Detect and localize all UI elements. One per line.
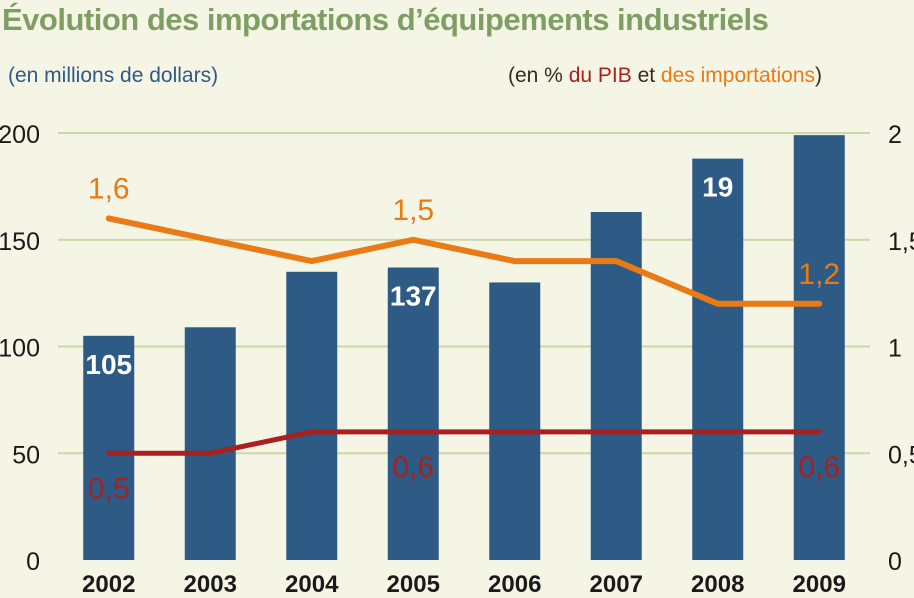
x-tick-label: 2004 — [285, 571, 339, 598]
x-tick-label: 2009 — [793, 571, 846, 598]
bar — [184, 327, 236, 560]
x-tick-label: 2005 — [387, 571, 440, 598]
series-value-label: 1,5 — [392, 194, 434, 227]
series-value-label: 1,2 — [798, 258, 840, 291]
bar-value-label: 19 — [702, 172, 733, 203]
right-unit-suffix: ) — [815, 64, 822, 87]
right-tick-label: 2 — [888, 121, 902, 149]
bar — [692, 158, 744, 560]
series-value-label: 1,6 — [88, 172, 130, 205]
bar — [286, 271, 338, 560]
right-tick-label: 0,5 — [888, 441, 914, 469]
left-tick-label: 150 — [0, 228, 40, 256]
x-tick-label: 2002 — [82, 571, 135, 598]
left-tick-label: 0 — [26, 548, 40, 576]
right-unit-middle: et — [631, 64, 661, 87]
bar — [83, 335, 135, 560]
left-tick-label: 50 — [12, 441, 40, 469]
right-unit-prefix: (en % — [507, 64, 569, 87]
left-tick-label: 100 — [0, 335, 40, 363]
right-unit-pib: du PIB — [568, 64, 632, 87]
x-tick-label: 2008 — [691, 571, 744, 598]
chart-title: Évolution des importations d’équipements… — [2, 2, 769, 37]
x-tick-label: 2007 — [590, 571, 643, 598]
series-line — [106, 429, 822, 456]
x-tick-label: 2006 — [488, 571, 541, 598]
series-value-label: 0,6 — [798, 451, 840, 484]
x-tick-label: 2003 — [184, 571, 237, 598]
right-unit-imports: des importations — [660, 64, 815, 87]
left-tick-label: 200 — [0, 121, 40, 149]
right-tick-label: 1,5 — [888, 228, 914, 256]
bar — [793, 135, 845, 560]
bar — [489, 282, 541, 560]
bar — [387, 267, 439, 560]
bar-value-label: 105 — [85, 349, 132, 380]
series-line — [105, 215, 823, 307]
right-axis-unit: (en % du PIB et des importations) — [508, 64, 822, 88]
left-axis-unit: (en millions de dollars) — [8, 64, 219, 87]
right-tick-label: 1 — [888, 335, 902, 363]
series-value-label: 0,5 — [88, 472, 130, 505]
series-value-label: 0,6 — [392, 451, 434, 484]
bar-value-label: 137 — [390, 281, 437, 312]
right-tick-label: 0 — [888, 548, 902, 576]
